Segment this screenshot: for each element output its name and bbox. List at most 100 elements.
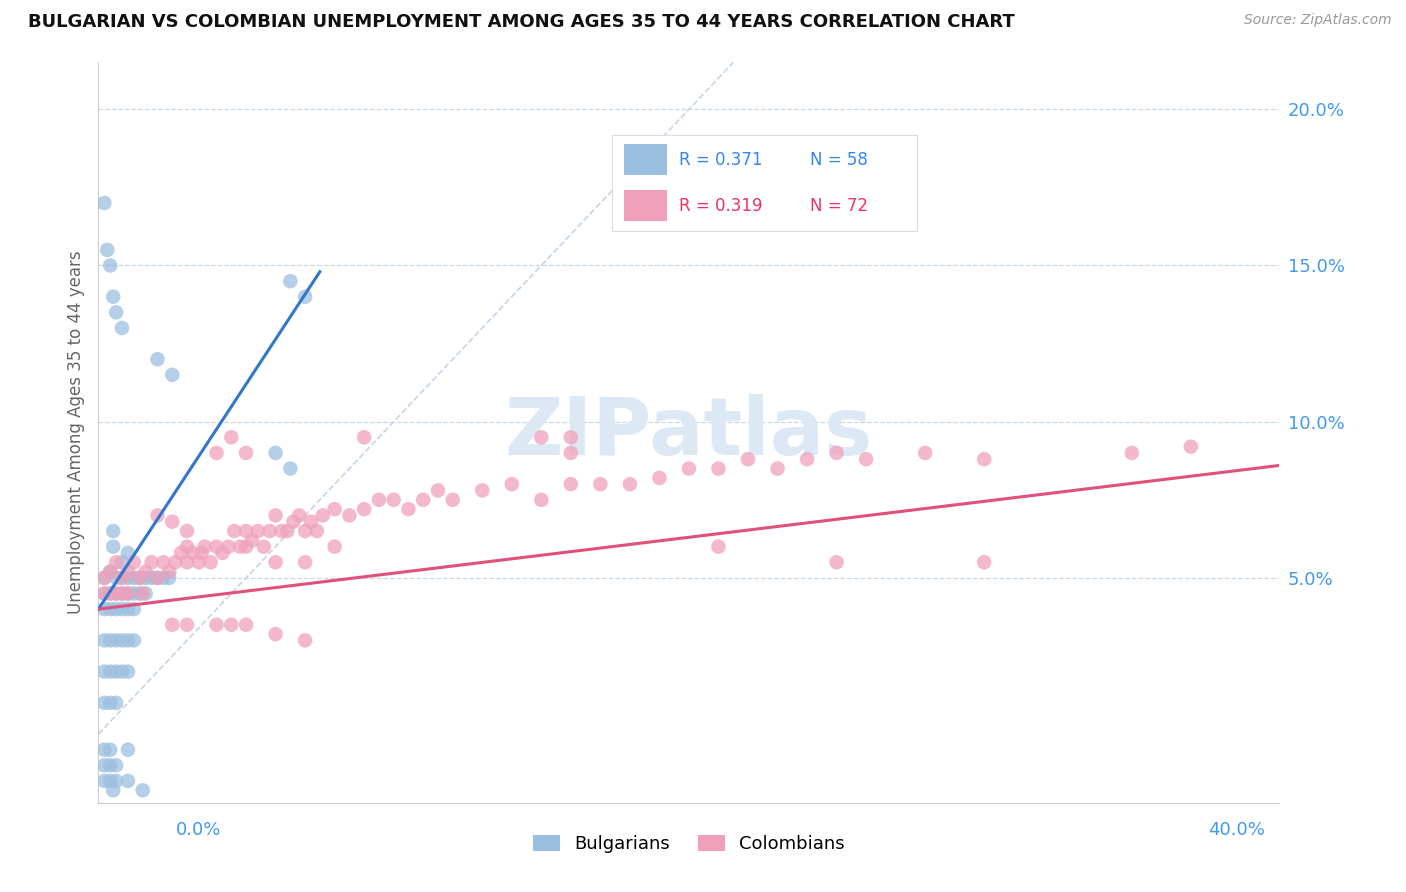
Point (224, 524, 246, 538)
Point (162, 515, 183, 529)
Point (93, 742, 115, 756)
Point (294, 524, 316, 538)
Point (98, 259, 121, 273)
Point (141, 571, 163, 585)
Point (105, 633, 128, 648)
Point (221, 430, 243, 444)
Point (229, 540, 252, 554)
Point (117, 742, 139, 756)
Point (707, 540, 730, 554)
Point (441, 492, 464, 507)
Point (339, 508, 361, 523)
Point (560, 477, 582, 491)
Point (235, 524, 257, 538)
Point (103, 524, 125, 538)
Point (235, 446, 257, 460)
Point (146, 352, 169, 367)
Point (766, 461, 789, 475)
Point (93, 758, 115, 772)
Point (165, 555, 187, 569)
Point (221, 617, 243, 632)
Point (157, 571, 180, 585)
Point (162, 617, 183, 632)
Point (796, 452, 818, 467)
Point (152, 555, 174, 569)
Point (280, 461, 302, 475)
Point (122, 555, 145, 569)
Point (973, 452, 995, 467)
Point (353, 502, 375, 516)
Point (111, 602, 134, 616)
Point (117, 565, 139, 579)
Point (117, 586, 139, 600)
Point (560, 430, 582, 444)
Point (117, 602, 139, 616)
Point (117, 633, 139, 648)
Point (98, 586, 121, 600)
Point (283, 515, 305, 529)
Text: N = 72: N = 72 (810, 196, 868, 215)
Point (353, 430, 375, 444)
Point (146, 571, 169, 585)
Text: ZIPatlas: ZIPatlas (505, 393, 873, 472)
Point (117, 773, 139, 788)
Text: R = 0.319: R = 0.319 (679, 196, 762, 215)
Point (825, 446, 848, 460)
Point (98, 586, 121, 600)
Point (105, 773, 128, 788)
Point (111, 555, 134, 569)
Point (217, 540, 239, 554)
Point (93, 773, 115, 788)
Point (560, 446, 582, 460)
Point (98, 742, 121, 756)
Point (93, 633, 115, 648)
Point (264, 555, 287, 569)
Point (176, 617, 198, 632)
Point (152, 571, 174, 585)
Point (368, 492, 391, 507)
Point (98, 633, 121, 648)
Point (288, 508, 311, 523)
Point (157, 565, 180, 579)
Point (194, 540, 217, 554)
Text: Source: ZipAtlas.com: Source: ZipAtlas.com (1244, 13, 1392, 28)
Point (211, 546, 233, 560)
Text: BULGARIAN VS COLOMBIAN UNEMPLOYMENT AMONG AGES 35 TO 44 YEARS CORRELATION CHART: BULGARIAN VS COLOMBIAN UNEMPLOYMENT AMON… (28, 13, 1015, 31)
Point (135, 565, 157, 579)
Point (205, 617, 228, 632)
Point (105, 758, 128, 772)
Point (146, 508, 169, 523)
Point (128, 586, 150, 600)
Point (93, 665, 115, 679)
Point (122, 586, 145, 600)
Point (117, 586, 139, 600)
Point (105, 602, 128, 616)
Point (111, 571, 134, 585)
Point (98, 665, 121, 679)
Point (105, 665, 128, 679)
Point (825, 555, 848, 569)
Point (276, 524, 298, 538)
Text: N = 58: N = 58 (810, 151, 868, 169)
Point (122, 571, 145, 585)
Point (98, 773, 121, 788)
Point (170, 546, 193, 560)
Point (246, 524, 269, 538)
Point (103, 290, 125, 304)
Point (122, 633, 145, 648)
Point (270, 524, 292, 538)
Point (299, 515, 322, 529)
Point (111, 586, 134, 600)
Point (530, 492, 553, 507)
Point (122, 602, 145, 616)
Point (128, 571, 150, 585)
Point (259, 524, 281, 538)
Point (181, 546, 204, 560)
Point (205, 540, 228, 554)
Point (205, 446, 228, 460)
Point (105, 696, 128, 710)
Legend: Bulgarians, Colombians: Bulgarians, Colombians (526, 828, 852, 861)
Point (914, 446, 936, 460)
Text: 0.0%: 0.0% (176, 821, 221, 838)
Point (294, 555, 316, 569)
